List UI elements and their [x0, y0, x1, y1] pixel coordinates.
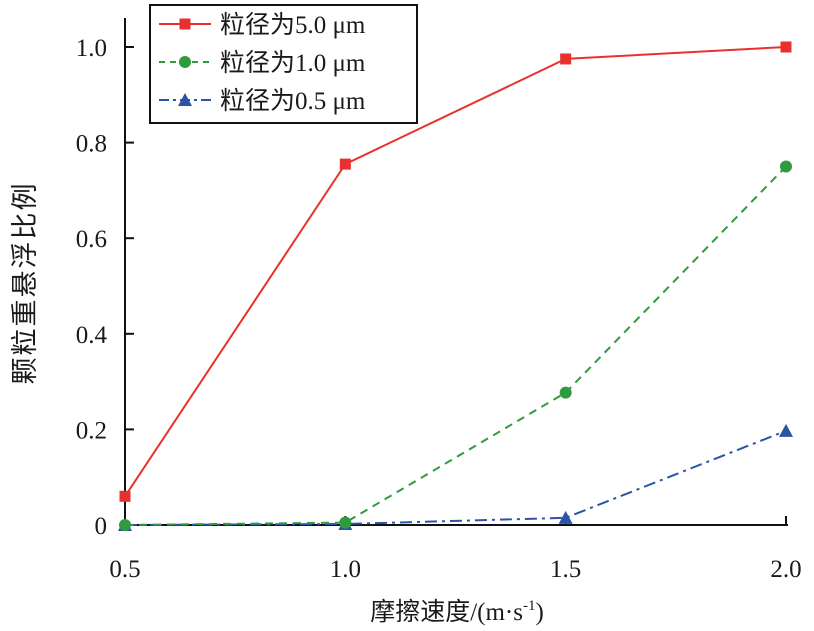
axes: 0 0.2 0.4 0.6 0.8 1.0 0.5 1.0 1.5 2.0	[76, 18, 802, 583]
legend: 粒径为5.0 μm 粒径为1.0 μm 粒径为0.5 μm	[149, 4, 418, 124]
data-point	[558, 510, 573, 524]
y-tick-label: 0.2	[76, 417, 107, 444]
y-tick-label: 0.8	[76, 131, 107, 158]
series-line	[124, 165, 787, 526]
y-axis-label: 颗粒重悬浮比例	[10, 182, 40, 385]
x-tick-label: 2.0	[770, 556, 801, 583]
x-axis-label: 摩擦速度/(m·s-1)	[370, 598, 544, 626]
legend-label: 粒径为0.5 μm	[220, 87, 366, 115]
series-layer	[118, 41, 793, 531]
legend-marker	[179, 18, 191, 30]
x-axis-label-main: 摩擦速度/(m·s	[370, 598, 523, 626]
x-tick-label: 1.0	[330, 556, 361, 583]
series-square	[119, 41, 792, 502]
legend-marker	[179, 56, 191, 68]
y-tick-label: 0.6	[76, 226, 107, 253]
legend-label: 粒径为1.0 μm	[220, 49, 366, 77]
data-point	[119, 519, 131, 531]
x-axis-label-close: )	[535, 599, 543, 626]
data-point	[779, 423, 793, 437]
x-axis-label-sup: -1	[523, 598, 536, 614]
data-point	[119, 490, 131, 502]
y-tick-label: 0.4	[76, 322, 108, 349]
y-tick-label: 0	[95, 513, 108, 540]
legend-marker	[178, 93, 192, 106]
series-triangle	[118, 423, 793, 531]
x-tick-label: 1.5	[550, 556, 581, 583]
series-line	[124, 46, 787, 497]
x-tick-label: 0.5	[109, 556, 140, 583]
series-circle	[119, 160, 792, 531]
legend-label: 粒径为5.0 μm	[220, 11, 366, 39]
series-line	[124, 429, 787, 526]
data-point	[560, 53, 572, 65]
data-point	[559, 386, 572, 399]
data-point	[339, 158, 351, 170]
data-point	[780, 41, 792, 53]
y-tick-label: 1.0	[76, 35, 107, 62]
data-point	[339, 516, 352, 529]
data-point	[780, 160, 792, 173]
